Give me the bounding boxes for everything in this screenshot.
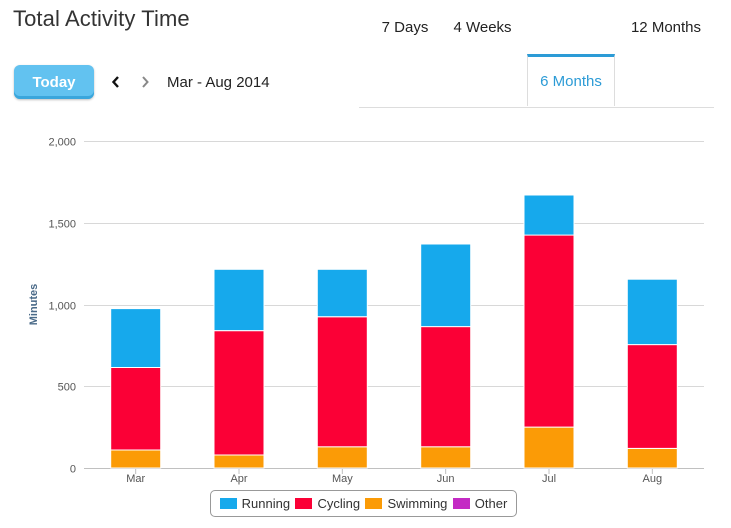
bar-cycling-jun[interactable] [420,326,472,448]
tab-4-weeks[interactable]: 4 Weeks [453,18,512,36]
y-axis-title: Minutes [28,284,40,326]
tab-7-days[interactable]: 7 Days [381,18,429,36]
legend-swatch-swimming [365,498,383,509]
legend-item-other[interactable]: Other [452,496,508,511]
bar-running-jul[interactable] [523,194,575,236]
bar-cycling-jul[interactable] [523,234,575,428]
bar-swimming-mar[interactable] [110,449,162,469]
y-tick-label: 0 [70,464,76,476]
chart-legend: Running Cycling Swimming Other [210,490,517,517]
bar-swimming-jul[interactable] [523,426,575,469]
bar-running-mar[interactable] [110,308,162,369]
x-tick-label: Aug [643,473,663,485]
legend-item-swimming[interactable]: Swimming [365,496,447,511]
bar-running-aug[interactable] [626,278,678,346]
x-tick-label: Jun [437,473,455,485]
legend-label: Other [474,496,508,511]
x-tick-label: Mar [126,473,145,485]
bar-swimming-aug[interactable] [626,447,678,469]
page-title: Total Activity Time [13,6,190,31]
bar-swimming-jun[interactable] [420,446,472,469]
bar-cycling-mar[interactable] [110,366,162,451]
x-tick-label: Jul [542,473,556,485]
bar-cycling-aug[interactable] [626,344,678,449]
legend-swatch-other [452,498,470,509]
chevron-right-icon[interactable] [137,70,153,94]
y-tick-label: 500 [58,382,76,394]
date-range-label: Mar - Aug 2014 [167,74,270,91]
tab-12-months[interactable]: 12 Months [630,18,702,36]
bar-running-apr[interactable] [213,268,265,332]
bar-running-jun[interactable] [420,243,472,328]
bar-running-may[interactable] [316,268,368,318]
legend-label: Swimming [387,496,448,511]
y-tick-label: 1,500 [48,219,76,231]
bar-swimming-may[interactable] [316,446,368,469]
y-tick-label: 2,000 [48,137,76,149]
x-tick-label: Apr [230,473,247,485]
legend-swatch-running [219,498,237,509]
legend-item-cycling[interactable]: Cycling [295,496,360,511]
legend-item-running[interactable]: Running [219,496,291,511]
bar-cycling-apr[interactable] [213,330,265,456]
legend-swatch-cycling [295,498,313,509]
bar-swimming-apr[interactable] [213,454,265,469]
today-button[interactable]: Today [14,65,94,99]
y-tick-label: 1,000 [48,301,76,313]
chevron-left-icon[interactable] [108,70,124,94]
legend-label: Cycling [317,496,361,511]
x-tick-label: May [332,473,353,485]
legend-label: Running [241,496,291,511]
tab-6-months[interactable]: 6 Months [527,54,615,106]
tab-underline [359,107,714,108]
bar-cycling-may[interactable] [316,316,368,448]
